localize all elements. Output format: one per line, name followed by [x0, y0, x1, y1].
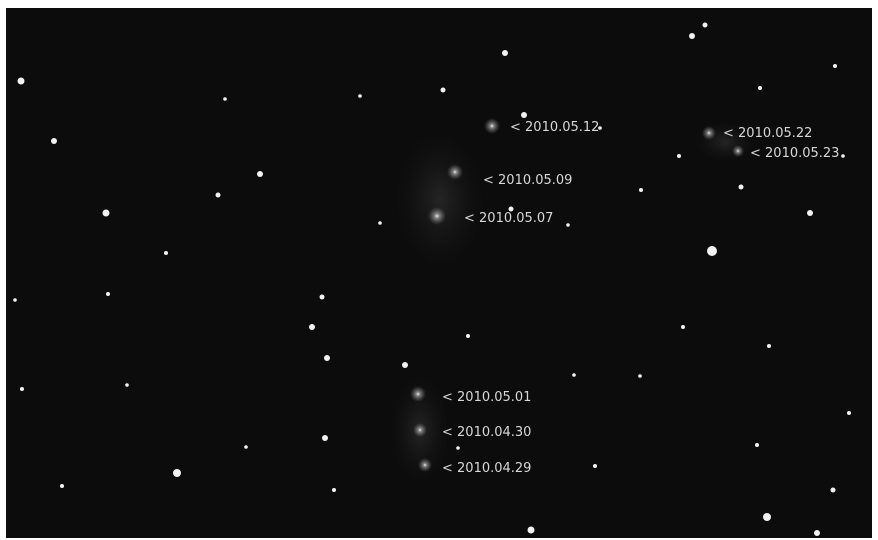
- date-label: < 2010.05.22: [723, 126, 812, 141]
- date-label: < 2010.05.01: [442, 390, 531, 405]
- date-label: < 2010.04.29: [442, 461, 531, 476]
- date-label: < 2010.05.12: [510, 120, 599, 135]
- date-label: < 2010.05.23: [750, 146, 839, 161]
- sky-image: < 2010.05.12 < 2010.05.09 < 2010.05.07 <…: [0, 0, 878, 540]
- date-label: < 2010.05.09: [483, 173, 572, 188]
- date-label: < 2010.04.30: [442, 425, 531, 440]
- page: < 2010.05.12 < 2010.05.09 < 2010.05.07 <…: [0, 0, 878, 540]
- date-label: < 2010.05.07: [464, 211, 553, 226]
